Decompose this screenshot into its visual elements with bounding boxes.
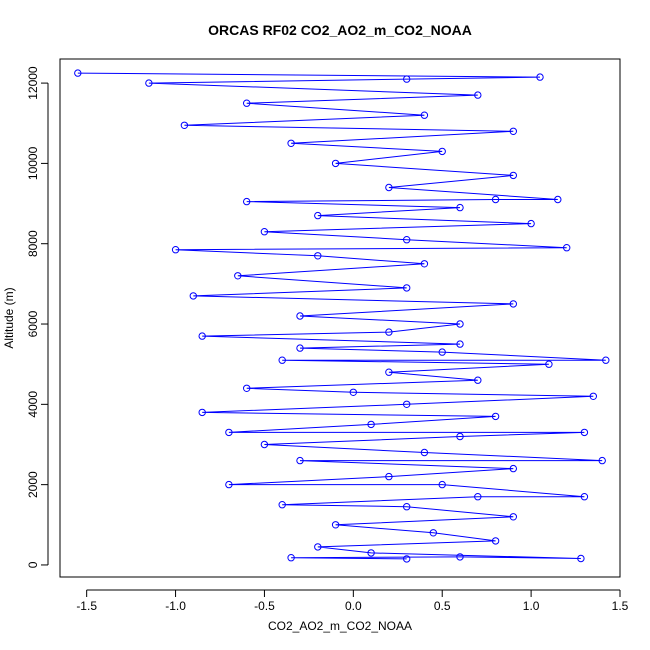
data-point	[509, 464, 517, 473]
data-point	[456, 320, 464, 328]
y-tick-label: 12000	[26, 66, 40, 100]
series-points	[74, 69, 610, 563]
data-point	[456, 432, 464, 441]
y-tick-label: 10000	[26, 146, 40, 180]
y-axis: 0 2000 4000 6000 8000 10000 12000	[26, 66, 49, 568]
series-lines	[77, 72, 606, 560]
data-point	[491, 537, 500, 545]
data-point	[577, 554, 585, 563]
data-point	[545, 360, 553, 368]
data-point	[278, 501, 286, 509]
data-point	[314, 211, 322, 220]
data-point	[403, 400, 411, 408]
data-point	[171, 246, 180, 254]
data-point	[456, 203, 464, 212]
x-tick-label: -1.5	[76, 599, 97, 613]
data-point	[385, 368, 393, 376]
data-point	[509, 300, 517, 308]
x-tick-label: 1.0	[523, 599, 540, 613]
data-point	[509, 513, 517, 521]
x-axis: -1.5 -1.0 -0.5 0.0 0.5 1.0 1.5	[76, 589, 629, 613]
data-point	[225, 480, 233, 489]
x-tick-label: 0.5	[434, 599, 451, 613]
data-point	[420, 111, 429, 119]
series-line	[77, 72, 606, 560]
data-point	[509, 171, 517, 180]
data-point	[189, 292, 198, 300]
data-point	[74, 69, 82, 77]
data-point	[527, 219, 535, 228]
data-point	[296, 456, 304, 465]
data-point	[260, 440, 269, 449]
y-tick-label: 8000	[26, 230, 40, 257]
data-point	[403, 284, 411, 292]
data-point	[456, 340, 464, 348]
data-point	[367, 549, 375, 557]
y-axis-label: Altitude (m)	[2, 287, 16, 348]
data-point	[456, 553, 464, 561]
y-tick-label: 0	[26, 561, 40, 568]
data-point	[296, 312, 304, 320]
data-point	[145, 79, 153, 87]
data-point	[260, 228, 269, 236]
x-axis-label: CO2_AO2_m_CO2_NOAA	[268, 619, 412, 633]
data-point	[602, 356, 610, 364]
y-tick-label: 2000	[26, 471, 40, 498]
data-point	[420, 448, 429, 457]
data-point	[438, 147, 446, 156]
data-point	[509, 127, 517, 136]
data-point	[491, 412, 500, 421]
data-point	[234, 272, 242, 280]
data-point	[385, 472, 393, 481]
data-point	[225, 428, 233, 437]
data-point	[385, 183, 393, 192]
data-point	[474, 91, 482, 99]
data-point	[331, 159, 340, 168]
data-point	[314, 543, 322, 551]
data-point	[243, 197, 251, 206]
data-point	[314, 252, 322, 260]
data-point	[278, 356, 286, 364]
data-point	[243, 99, 251, 107]
data-point	[580, 493, 589, 501]
data-point	[563, 244, 571, 252]
data-point	[403, 236, 411, 244]
data-point	[198, 408, 206, 417]
data-point	[598, 456, 606, 465]
data-point	[536, 73, 544, 81]
data-point	[403, 75, 411, 83]
data-point	[367, 420, 375, 429]
plot-frame	[59, 58, 621, 578]
x-tick-label: -0.5	[254, 599, 275, 613]
data-point	[243, 384, 251, 392]
data-point	[287, 139, 295, 148]
data-point	[403, 503, 411, 511]
data-point	[429, 529, 437, 537]
data-point	[349, 388, 357, 396]
data-point	[198, 332, 206, 340]
y-tick-label: 6000	[26, 310, 40, 337]
y-tick-label: 4000	[26, 391, 40, 418]
data-point	[331, 521, 340, 529]
data-point	[287, 554, 295, 562]
data-point	[438, 348, 446, 356]
data-point	[438, 480, 446, 489]
data-point	[385, 328, 393, 336]
data-point	[403, 555, 411, 563]
chart-title: ORCAS RF02 CO2_AO2_m_CO2_NOAA	[208, 22, 472, 38]
data-point	[491, 195, 500, 204]
data-point	[180, 121, 189, 130]
x-tick-label: -1.0	[165, 599, 186, 613]
data-point	[474, 376, 482, 384]
data-point	[296, 344, 304, 352]
data-point	[589, 392, 597, 400]
data-point	[420, 260, 429, 268]
x-tick-label: 0.0	[345, 599, 362, 613]
data-point	[554, 195, 562, 204]
data-point	[580, 428, 589, 437]
x-tick-label: 1.5	[612, 599, 629, 613]
data-point	[474, 493, 482, 501]
